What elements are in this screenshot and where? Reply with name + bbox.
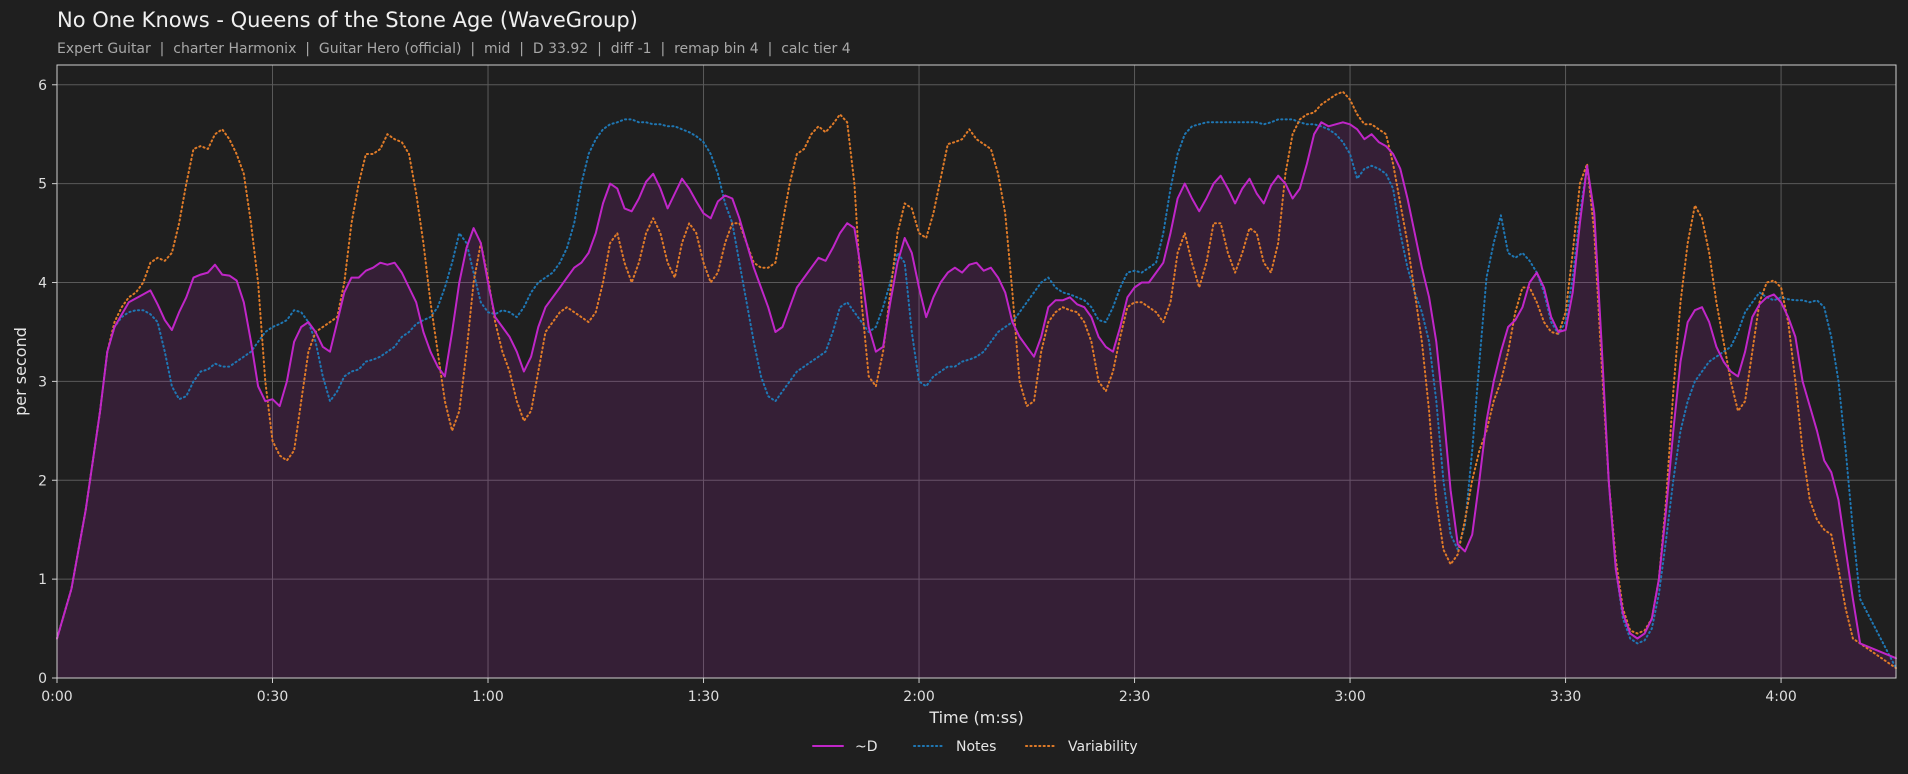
y-tick-label: 1 [38, 572, 47, 588]
y-tick-label: 2 [38, 473, 47, 489]
x-tick-label: 3:00 [1334, 689, 1365, 705]
y-tick-label: 6 [38, 78, 47, 94]
y-tick-label: 0 [38, 671, 47, 687]
series-line-variability [56, 90, 1897, 670]
x-tick-label: 1:30 [688, 689, 719, 705]
x-tick-label: 2:30 [1119, 689, 1150, 705]
legend-label-d: ~D [855, 739, 878, 755]
axis-ticks: 0:00 0:30 1:00 1:30 2:00 2:30 3:00 3:30 4:00 0 1 2 3… [38, 78, 1797, 705]
x-tick-label: 0:30 [257, 689, 288, 705]
plot-frame [56, 64, 1897, 679]
x-tick-label: 1:00 [472, 689, 503, 705]
legend-label-variability: Variability [1068, 739, 1138, 755]
y-tick-label: 4 [38, 276, 47, 292]
x-tick-label: 3:30 [1550, 689, 1581, 705]
x-tick-label: 0:00 [41, 689, 72, 705]
series-line-notes [56, 118, 1897, 670]
legend: ~D Notes Variability [812, 739, 1138, 755]
series-line-d [56, 121, 1897, 660]
y-axis-label: per second [11, 327, 30, 416]
series-area-d [57, 122, 1896, 679]
y-tick-label: 3 [38, 374, 47, 390]
legend-label-notes: Notes [956, 739, 996, 755]
x-axis-label: Time (m:ss) [928, 708, 1023, 727]
chart-title: No One Knows - Queens of the Stone Age (… [57, 8, 638, 32]
series-layer [56, 90, 1897, 679]
chart-subtitle: Expert Guitar | charter Harmonix | Guita… [57, 41, 851, 57]
y-tick-label: 5 [38, 177, 47, 193]
x-tick-label: 2:00 [903, 689, 934, 705]
x-tick-label: 4:00 [1765, 689, 1796, 705]
